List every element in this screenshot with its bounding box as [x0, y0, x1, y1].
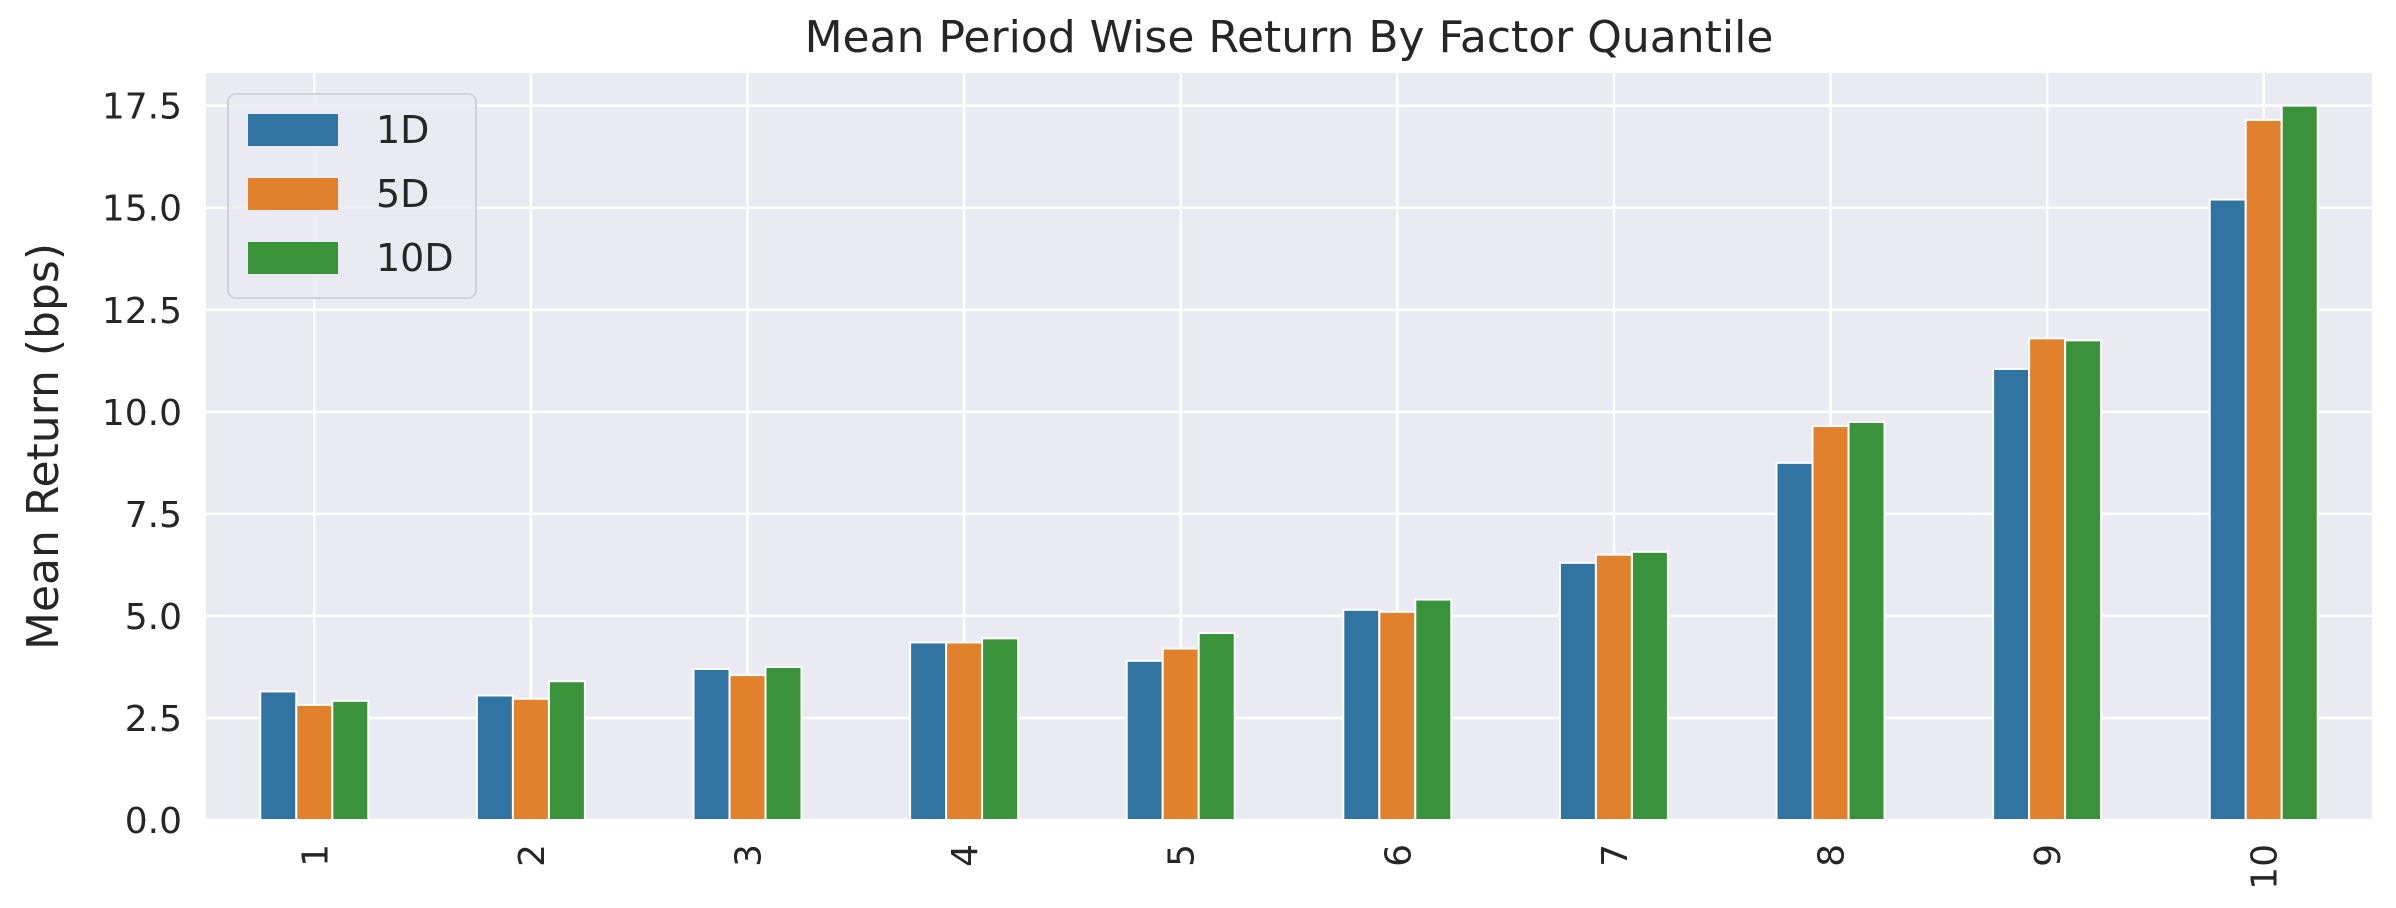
- bar-1d-q10: [2208, 198, 2247, 822]
- bar-10d-q2: [547, 680, 586, 822]
- bar-5d-q6: [1378, 610, 1417, 822]
- bar-10d-q10: [2280, 104, 2319, 821]
- y-tick-label: 7.5: [125, 495, 182, 536]
- bar-1d-q5: [1125, 659, 1164, 821]
- x-tick-label: 1: [295, 844, 336, 867]
- x-tick-label: 3: [729, 844, 770, 867]
- chart-title: Mean Period Wise Return By Factor Quanti…: [805, 12, 1774, 63]
- bar-10d-q8: [1847, 421, 1886, 821]
- x-axis-ticks: 1 2 3 4 5 6 7 8 9 10: [295, 844, 2285, 890]
- x-tick-label: 9: [2028, 844, 2069, 867]
- legend-label-1d: 1D: [376, 108, 429, 152]
- legend-swatch-5d: [248, 178, 338, 210]
- x-tick-label: 6: [1378, 844, 1419, 867]
- bar-5d-q2: [511, 697, 550, 821]
- bar-10d-q1: [331, 699, 370, 822]
- y-tick-label: 12.5: [102, 291, 182, 332]
- bar-5d-q5: [1161, 647, 1200, 821]
- bar-1d-q8: [1775, 461, 1814, 821]
- bar-5d-q8: [1811, 425, 1850, 821]
- bar-10d-q3: [764, 665, 803, 821]
- y-tick-label: 5.0: [125, 597, 182, 638]
- bar-10d-q7: [1630, 550, 1669, 821]
- bar-10d-q4: [981, 637, 1020, 822]
- bar-5d-q4: [945, 641, 984, 822]
- legend-swatch-1d: [248, 114, 338, 146]
- bar-1d-q4: [909, 641, 948, 822]
- bar-1d-q1: [259, 690, 298, 821]
- bar-1d-q3: [692, 667, 731, 822]
- x-tick-label: 4: [945, 844, 986, 867]
- x-tick-label: 7: [1595, 844, 1636, 867]
- bar-5d-q10: [2244, 118, 2283, 821]
- y-tick-label: 15.0: [102, 189, 182, 230]
- bar-5d-q1: [295, 703, 334, 822]
- bars: [259, 104, 2319, 822]
- bar-1d-q6: [1342, 608, 1381, 821]
- bar-1d-q2: [475, 694, 514, 821]
- y-tick-label: 2.5: [125, 699, 182, 740]
- y-axis-ticks: 0.0 2.5 5.0 7.5 10.0 12.5 15.0 17.5: [102, 87, 182, 842]
- bar-1d-q9: [1992, 367, 2031, 821]
- bar-5d-q7: [1594, 553, 1633, 821]
- bar-1d-q7: [1558, 561, 1597, 821]
- bar-10d-q9: [2064, 339, 2103, 821]
- x-tick-label: 5: [1162, 844, 1203, 867]
- y-axis-label: Mean Return (bps): [18, 243, 69, 650]
- bar-10d-q5: [1197, 632, 1236, 821]
- legend-label-5d: 5D: [376, 172, 429, 216]
- legend-label-10d: 10D: [376, 236, 454, 280]
- x-tick-label: 8: [1812, 844, 1853, 867]
- y-tick-label: 17.5: [102, 87, 182, 128]
- bar-10d-q6: [1414, 598, 1453, 822]
- x-tick-label: 2: [512, 844, 553, 867]
- legend-swatch-10d: [248, 242, 338, 274]
- x-tick-label: 10: [2245, 844, 2286, 890]
- y-tick-label: 10.0: [102, 393, 182, 434]
- bar-5d-q3: [728, 674, 767, 821]
- legend[interactable]: 1D 5D 10D: [227, 93, 477, 299]
- y-tick-label: 0.0: [125, 801, 182, 842]
- bar-5d-q9: [2028, 337, 2067, 821]
